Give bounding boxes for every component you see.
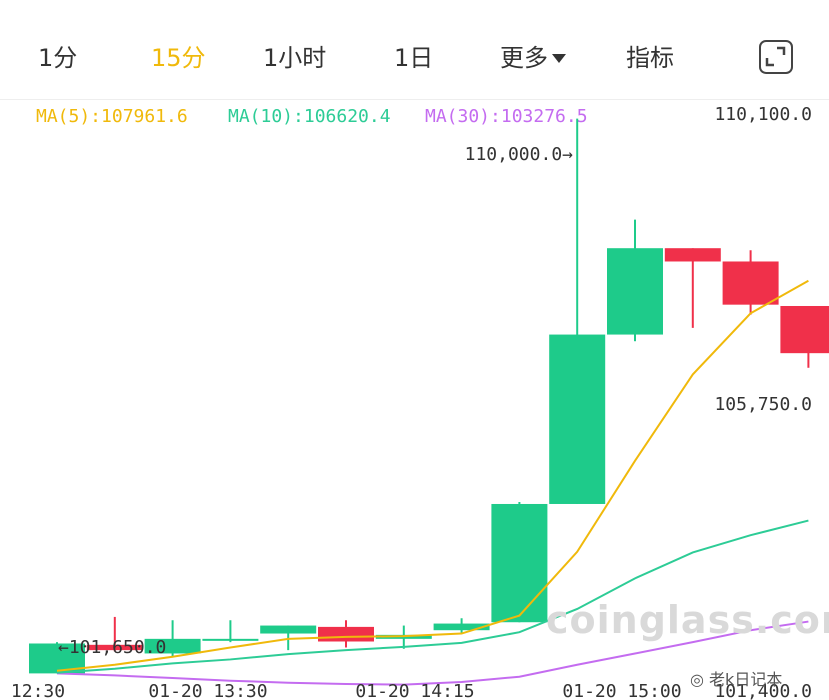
- ma-legend: MA(5):107961.6 MA(10):106620.4 MA(30):10…: [0, 106, 829, 130]
- candle-body: [318, 626, 374, 642]
- credit-label: ◎ 老k日记本: [690, 670, 783, 689]
- candle-body: [780, 305, 829, 354]
- high-price-marker: 110,000.0→: [465, 144, 574, 165]
- candle-body: [664, 248, 721, 262]
- low-price-marker: ←101,650.0: [58, 637, 166, 658]
- ma10-line: [56, 519, 809, 674]
- tab-more-label: 更多: [500, 44, 548, 72]
- ma10-legend: MA(10):106620.4: [228, 106, 391, 127]
- candle-body: [86, 644, 143, 651]
- ma30-legend: MA(30):103276.5: [425, 106, 588, 127]
- x-axis-tick-label: 01-20 15:00: [562, 681, 681, 700]
- candle-body: [433, 623, 490, 631]
- y-axis-label: 101,400.0: [714, 681, 812, 700]
- candlestick-chart: 110,100.0 105,750.0 101,400.0 110,000.0→ ←10…: [11, 104, 829, 700]
- candle-body: [722, 261, 779, 305]
- candle-body: [202, 638, 259, 641]
- tab-indicators[interactable]: 指标: [626, 44, 674, 72]
- ma30-line: [56, 620, 809, 686]
- tab-more[interactable]: 更多: [500, 40, 566, 76]
- expand-icon[interactable]: [759, 40, 793, 74]
- tab-1min[interactable]: 1分: [38, 44, 78, 72]
- watermark: coinglass.com: [546, 598, 829, 642]
- x-axis-tick-label: 01-20 14:15: [355, 681, 474, 700]
- y-axis-label: 110,100.0: [714, 104, 812, 125]
- y-axis-label: 105,750.0: [714, 394, 812, 415]
- candle-body: [549, 334, 606, 504]
- tab-1day[interactable]: 1日: [394, 44, 434, 72]
- x-axis-tick-label: 12:30: [11, 681, 65, 700]
- ma5-legend: MA(5):107961.6: [36, 106, 188, 127]
- candle-body: [607, 248, 663, 335]
- tab-1hour[interactable]: 1小时: [263, 44, 327, 72]
- candle-body: [144, 638, 201, 654]
- x-axis-tick-label: 01-20 13:30: [148, 681, 267, 700]
- candle-body: [260, 625, 317, 634]
- ma5-line: [56, 279, 809, 672]
- candle-body: [491, 503, 548, 623]
- tab-15min[interactable]: 15分: [151, 44, 206, 72]
- timeframe-toolbar: 1分 15分 1小时 1日 更多 指标: [0, 0, 829, 100]
- caret-down-icon: [552, 53, 566, 63]
